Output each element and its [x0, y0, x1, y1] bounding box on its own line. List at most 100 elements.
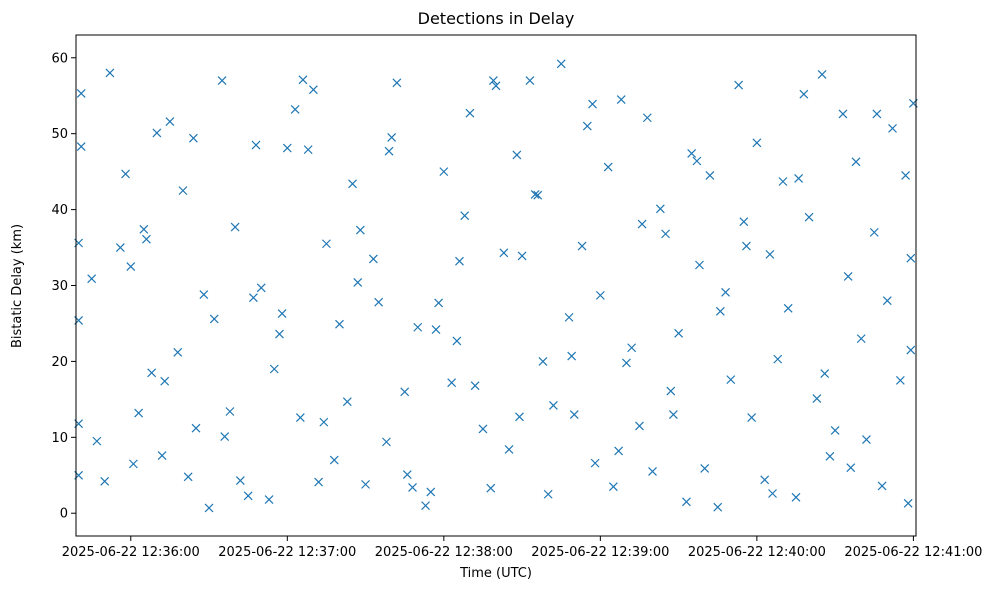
data-point-marker [355, 225, 365, 235]
chart-title: Detections in Delay [418, 9, 575, 28]
data-point-marker [590, 458, 600, 468]
data-point-marker [895, 375, 905, 385]
data-point-marker [567, 351, 577, 361]
data-point-marker [682, 497, 691, 507]
data-point-marker [862, 435, 871, 445]
data-point-marker [715, 306, 725, 316]
data-point-marker [470, 381, 480, 391]
data-point-marker [525, 76, 535, 85]
data-point-marker [282, 143, 292, 153]
data-point-marker [452, 336, 462, 346]
data-point-marker [765, 249, 775, 259]
data-point-marker [157, 451, 167, 460]
data-point-marker [434, 298, 444, 308]
data-point-marker [413, 322, 423, 332]
data-point-marker [856, 334, 866, 344]
plot-background [76, 35, 916, 536]
data-point-marker [668, 410, 678, 419]
data-point-marker [872, 109, 882, 119]
data-point-marker [319, 417, 329, 427]
x-tick-label: 2025-06-22 12:37:00 [218, 545, 356, 560]
data-point-marker [533, 190, 543, 200]
data-point-marker [674, 328, 684, 338]
data-point-marker [752, 138, 762, 148]
data-point-marker [426, 487, 436, 497]
data-point-marker [721, 287, 730, 297]
data-point-marker [290, 104, 300, 114]
data-point-marker [595, 290, 605, 300]
data-point-marker [382, 437, 391, 447]
data-markers [74, 59, 918, 513]
data-point-marker [322, 239, 331, 249]
data-point-marker [556, 59, 566, 69]
data-point-marker [687, 148, 697, 158]
data-point-marker [794, 174, 804, 183]
data-point-marker [105, 68, 115, 78]
data-point-marker [76, 142, 86, 152]
data-point-marker [217, 76, 227, 85]
data-point-marker [530, 189, 540, 199]
data-point-marker [661, 229, 670, 239]
data-point-marker [713, 502, 723, 512]
data-point-marker [635, 421, 644, 431]
data-point-marker [126, 262, 136, 271]
x-axis-label: Time (UTC) [459, 566, 532, 581]
data-point-marker [230, 222, 240, 232]
data-point-marker [564, 312, 574, 322]
data-point-marker [361, 479, 370, 489]
data-point-marker [903, 498, 913, 508]
data-point-marker [335, 319, 344, 329]
data-point-marker [251, 140, 261, 150]
data-point-marker [421, 501, 430, 511]
data-point-marker [264, 495, 274, 504]
data-point-marker [269, 364, 279, 374]
x-axis: 2025-06-22 12:36:00 2025-06-22 12:37:00 20… [62, 536, 982, 560]
data-point-marker [402, 470, 412, 479]
y-axis-label: Bistatic Delay (km) [10, 224, 25, 348]
data-point-marker [160, 376, 170, 386]
x-tick-label: 2025-06-22 12:41:00 [844, 545, 982, 560]
data-point-marker [692, 156, 702, 166]
data-point-marker [799, 89, 809, 99]
data-point-marker [348, 179, 357, 189]
data-point-marker [314, 477, 324, 487]
data-point-marker [504, 445, 514, 454]
y-axis: 0 10 20 30 40 50 60 [51, 51, 76, 522]
data-point-marker [608, 482, 618, 492]
data-point-marker [256, 283, 266, 293]
data-point-marker [851, 157, 861, 167]
data-point-marker [906, 345, 916, 355]
data-point-marker [235, 476, 245, 486]
data-point-marker [543, 489, 553, 499]
data-point-marker [888, 123, 897, 133]
data-point-marker [121, 169, 130, 179]
data-point-marker [486, 483, 496, 493]
x-tick-label: 2025-06-22 12:40:00 [688, 545, 826, 560]
data-point-marker [869, 227, 879, 237]
data-point-marker [773, 354, 783, 364]
data-point-marker [400, 387, 410, 397]
data-point-marker [115, 243, 125, 252]
data-point-marker [739, 217, 749, 227]
data-point-marker [392, 78, 402, 88]
data-point-marker [843, 271, 853, 281]
x-tick-label: 2025-06-22 12:38:00 [375, 545, 513, 560]
data-point-marker [882, 296, 892, 306]
data-point-marker [705, 171, 715, 180]
data-point-marker [734, 80, 744, 90]
data-point-marker [846, 463, 856, 473]
data-point-marker [499, 248, 509, 258]
data-point-marker [191, 423, 201, 433]
data-point-marker [491, 81, 501, 91]
data-point-marker [431, 325, 441, 334]
data-point-marker [760, 475, 770, 485]
data-point-marker [642, 113, 652, 123]
data-point-marker [188, 133, 198, 143]
data-point-marker [183, 472, 193, 482]
data-point-marker [87, 274, 97, 284]
data-point-marker [637, 219, 647, 229]
data-point-marker [820, 369, 830, 378]
data-point-marker [178, 186, 188, 196]
data-point-marker [825, 451, 835, 461]
data-point-marker [747, 413, 757, 423]
